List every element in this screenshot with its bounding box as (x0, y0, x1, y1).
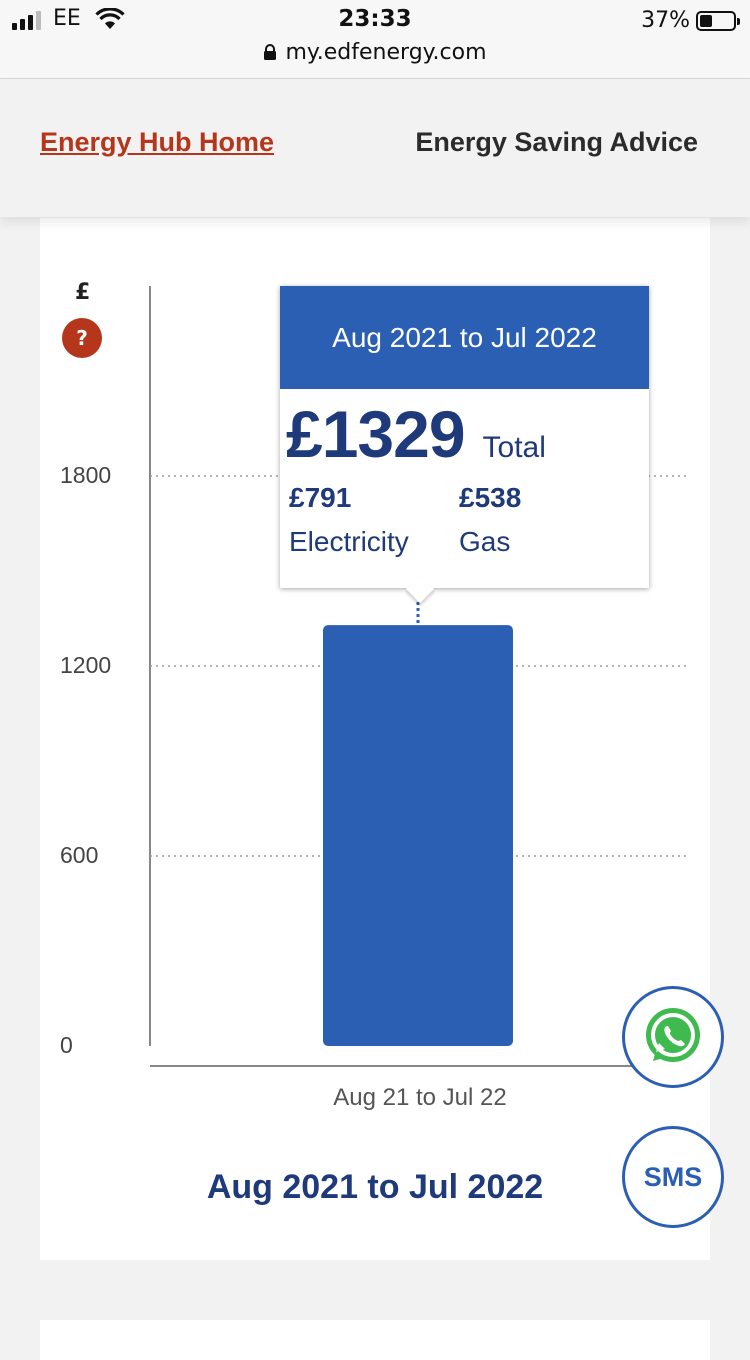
battery-icon (696, 10, 740, 31)
lock-icon (264, 44, 277, 60)
clock: 23:33 (338, 6, 412, 32)
period-title: Aug 2021 to Jul 2022 (206, 1168, 544, 1206)
bar-tooltip: Aug 2021 to Jul 2022 £1329 Total £791 Ele… (280, 286, 649, 604)
bar (323, 625, 513, 1046)
carrier-name: EE (53, 6, 81, 31)
tooltip-electricity: £791 Electricity (289, 482, 409, 558)
whatsapp-button[interactable] (622, 986, 724, 1088)
status-right: 37% (641, 8, 740, 33)
y-axis-currency-label: £ (75, 280, 91, 305)
status-bar: EE 23:33 my.edfenergy.com 37% (0, 0, 750, 79)
wifi-icon (95, 8, 125, 29)
help-icon[interactable]: ? (62, 318, 102, 358)
signal-icon (12, 10, 41, 30)
tooltip-gas: £538 Gas (459, 482, 521, 558)
nav-link-energy-hub-home[interactable]: Energy Hub Home (40, 127, 275, 157)
sms-button[interactable]: SMS (622, 1126, 724, 1228)
electricity-label: Electricity (289, 526, 409, 557)
y-tick-label: 1200 (60, 652, 112, 678)
gas-amount: £538 (459, 482, 522, 513)
url-text: my.edfenergy.com (285, 40, 487, 65)
energy-hub-nav: Energy Hub Home Energy Saving Advice (0, 79, 750, 217)
status-left: EE (12, 8, 125, 30)
battery-percent: 37% (641, 8, 690, 33)
electricity-amount: £791 (289, 482, 352, 513)
tooltip-title: Aug 2021 to Jul 2022 (280, 286, 649, 389)
y-tick-label: 0 (60, 1032, 73, 1058)
y-tick-label: 600 (60, 842, 99, 868)
total-label: Total (482, 431, 546, 464)
nav-link-energy-saving-advice[interactable]: Energy Saving Advice (415, 127, 698, 157)
total-amount: £1329 (286, 397, 466, 471)
gas-label: Gas (459, 526, 511, 557)
whatsapp-icon (646, 1008, 700, 1062)
x-tick-label: Aug 21 to Jul 22 (333, 1084, 507, 1111)
address-bar[interactable]: my.edfenergy.com (0, 40, 750, 65)
y-tick-label: 1800 (60, 462, 112, 488)
tooltip-total: £1329 Total (286, 396, 546, 472)
